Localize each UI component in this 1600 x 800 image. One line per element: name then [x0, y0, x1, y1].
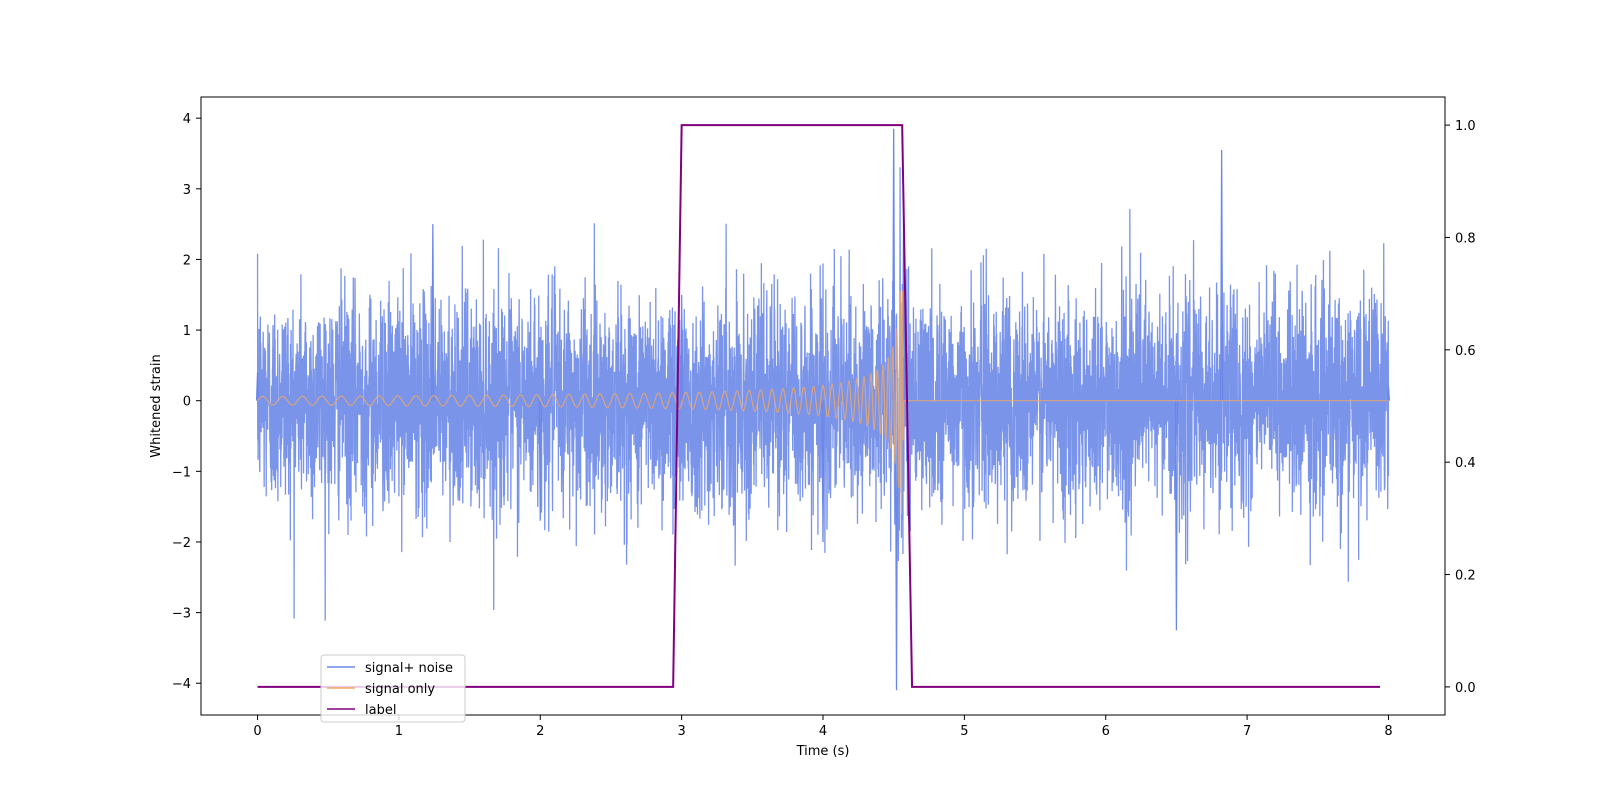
x-tick-label: 2: [536, 724, 544, 739]
legend-box: [320, 654, 466, 723]
y-axis-label: Whitened strain: [149, 354, 164, 457]
y2-tick-label: 0.0: [1455, 681, 1476, 696]
y-tick-label: 0: [183, 395, 191, 410]
y2-tick-label: 0.8: [1455, 231, 1476, 246]
x-tick-label: 8: [1384, 724, 1392, 739]
legend-label-label: label: [365, 703, 396, 718]
x-tick-label: 3: [677, 724, 685, 739]
y-axis-right: 0.0 0.2 0.4 0.6 0.8 1.0: [1445, 119, 1476, 696]
series-layer: [255, 124, 1391, 691]
y-tick-label: −4: [172, 677, 191, 692]
x-tick-label: 1: [395, 724, 403, 739]
legend: signal+ noise signal only label: [320, 654, 466, 723]
y2-tick-label: 1.0: [1455, 119, 1476, 134]
x-tick-label: 6: [1102, 724, 1110, 739]
y-tick-label: 1: [183, 324, 191, 339]
y-tick-label: 2: [183, 253, 191, 268]
legend-label-signal-noise: signal+ noise: [365, 661, 453, 676]
x-tick-label: 7: [1243, 724, 1251, 739]
series-signal-noise-line: [256, 167, 1390, 621]
series-signal-only-line: [257, 290, 1389, 514]
y-tick-label: −3: [172, 607, 191, 622]
x-tick-label: 4: [819, 724, 827, 739]
series-label-line: [257, 124, 1380, 688]
x-axis-label: Time (s): [796, 744, 850, 759]
x-tick-label: 5: [960, 724, 968, 739]
y-axis-left: −4 −3 −2 −1 0 1 2 3 4: [172, 112, 201, 692]
y-tick-label: 3: [183, 183, 191, 198]
y-tick-label: −2: [172, 536, 191, 551]
y-tick-label: 4: [183, 112, 191, 127]
legend-label-signal-only: signal only: [365, 682, 435, 697]
y2-tick-label: 0.4: [1455, 456, 1476, 471]
y-tick-label: −1: [172, 465, 191, 480]
x-tick-label: 0: [253, 724, 261, 739]
y2-tick-label: 0.2: [1455, 569, 1476, 584]
y2-tick-label: 0.6: [1455, 344, 1476, 359]
